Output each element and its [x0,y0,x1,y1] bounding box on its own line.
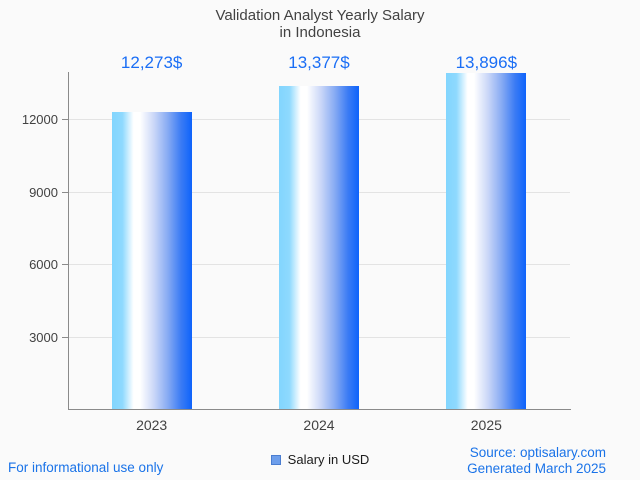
bar-value-label: 13,896$ [455,53,518,72]
bar [446,73,527,409]
legend-label: Salary in USD [287,452,370,467]
y-axis-line [68,72,69,410]
source-text: Source: optisalary.com [469,445,606,460]
x-tick-label: 2023 [136,417,168,433]
y-tick-mark [62,336,68,338]
x-axis-line [68,409,571,410]
y-tick-mark [62,191,68,193]
legend: Salary in USD [0,452,640,467]
x-tick-label: 2025 [470,417,502,433]
bar [111,112,192,409]
y-tick-label: 9000 [29,184,58,200]
y-tick-mark [62,119,68,120]
generated-text: Generated March 2025 [467,460,606,476]
source-block: Source: optisalary.com Generated March 2… [467,445,606,476]
y-tick-label: 12000 [21,112,58,127]
disclaimer-text: For informational use only [8,460,164,475]
bar-value-label: 13,377$ [288,53,350,72]
bar-value-label: 12,273$ [120,53,183,72]
bar [279,85,359,409]
y-tick-label: 3000 [29,329,58,345]
y-tick-label: 6000 [29,257,58,272]
legend-swatch-icon [270,454,281,465]
x-tick-label: 2024 [303,417,335,433]
y-tick-mark [62,264,68,265]
chart-title: Validation Analyst Yearly Salary in Indo… [215,7,425,41]
